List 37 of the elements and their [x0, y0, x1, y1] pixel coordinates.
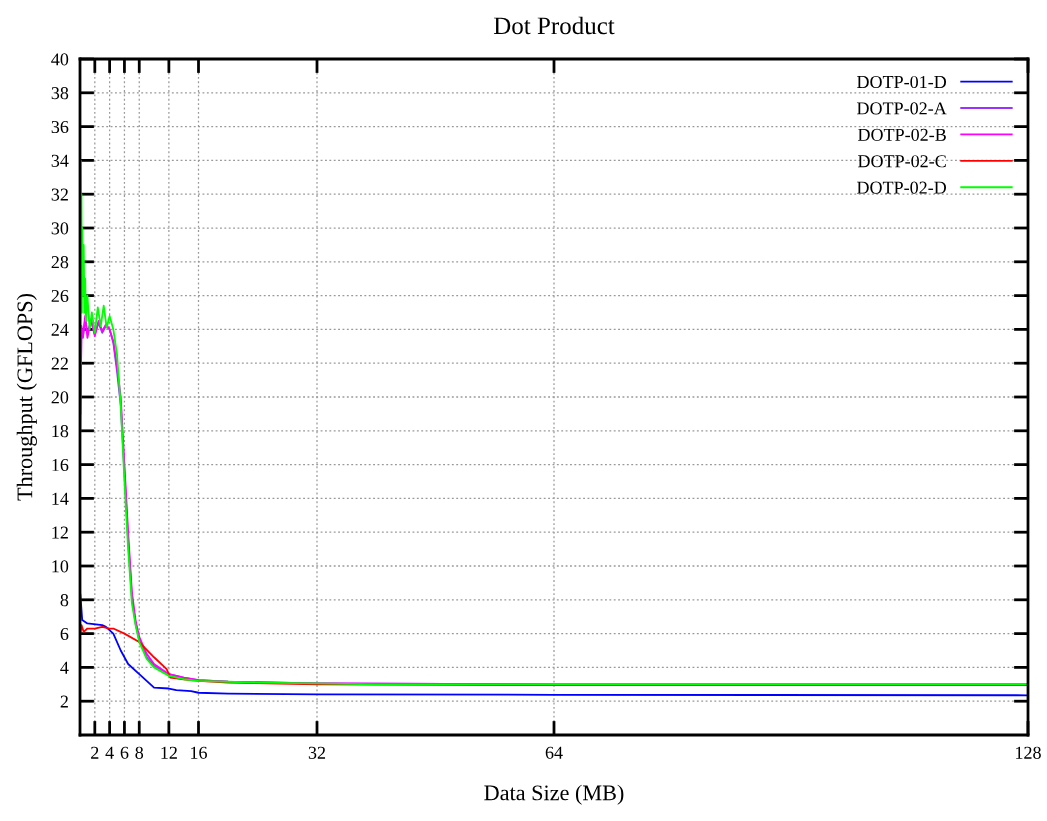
x-tick-label: 128	[1016, 746, 1041, 759]
y-tick-label: 28	[51, 256, 69, 269]
legend-label: DOTP-02-D	[857, 181, 947, 194]
x-tick-label: 2	[91, 746, 99, 759]
x-tick-label: 64	[545, 746, 563, 759]
y-tick-label: 24	[51, 323, 69, 336]
y-tick-label: 4	[60, 661, 69, 674]
y-tick-label: 16	[52, 458, 69, 472]
x-tick-label: 8	[135, 746, 144, 759]
y-tick-label: 6	[60, 627, 69, 641]
y-tick-label: 32	[51, 188, 68, 201]
y-tick-label: 18	[52, 425, 69, 438]
x-tick-label: 32	[308, 746, 326, 759]
y-tick-label: 40	[51, 53, 69, 66]
y-tick-label: 30	[51, 222, 69, 235]
y-tick-label: 2	[60, 695, 68, 708]
legend-label: DOTP-02-B	[858, 128, 946, 141]
x-tick-label: 12	[161, 746, 177, 759]
y-axis-title: Throughput (GFLOPS)	[16, 293, 37, 501]
y-tick-label: 14	[52, 492, 69, 505]
y-tick-label: 20	[51, 391, 69, 404]
chart-title: Dot Product	[493, 16, 615, 35]
x-tick-label: 6	[120, 746, 129, 759]
x-tick-label: 4	[105, 746, 114, 759]
y-tick-label: 22	[51, 357, 68, 370]
legend-label: DOTP-02-A	[857, 102, 947, 115]
y-tick-label: 34	[51, 154, 69, 167]
y-tick-label: 10	[52, 560, 69, 573]
y-tick-label: 8	[60, 594, 69, 607]
x-axis-title: Data Size (MB)	[484, 784, 624, 805]
legend-label: DOTP-01-D	[857, 75, 947, 89]
y-tick-label: 38	[51, 87, 69, 100]
x-tick-label: 16	[191, 746, 207, 759]
y-tick-label: 12	[52, 526, 68, 539]
y-tick-label: 36	[51, 120, 69, 134]
legend-label: DOTP-02-C	[858, 155, 946, 168]
y-tick-label: 26	[51, 289, 69, 303]
